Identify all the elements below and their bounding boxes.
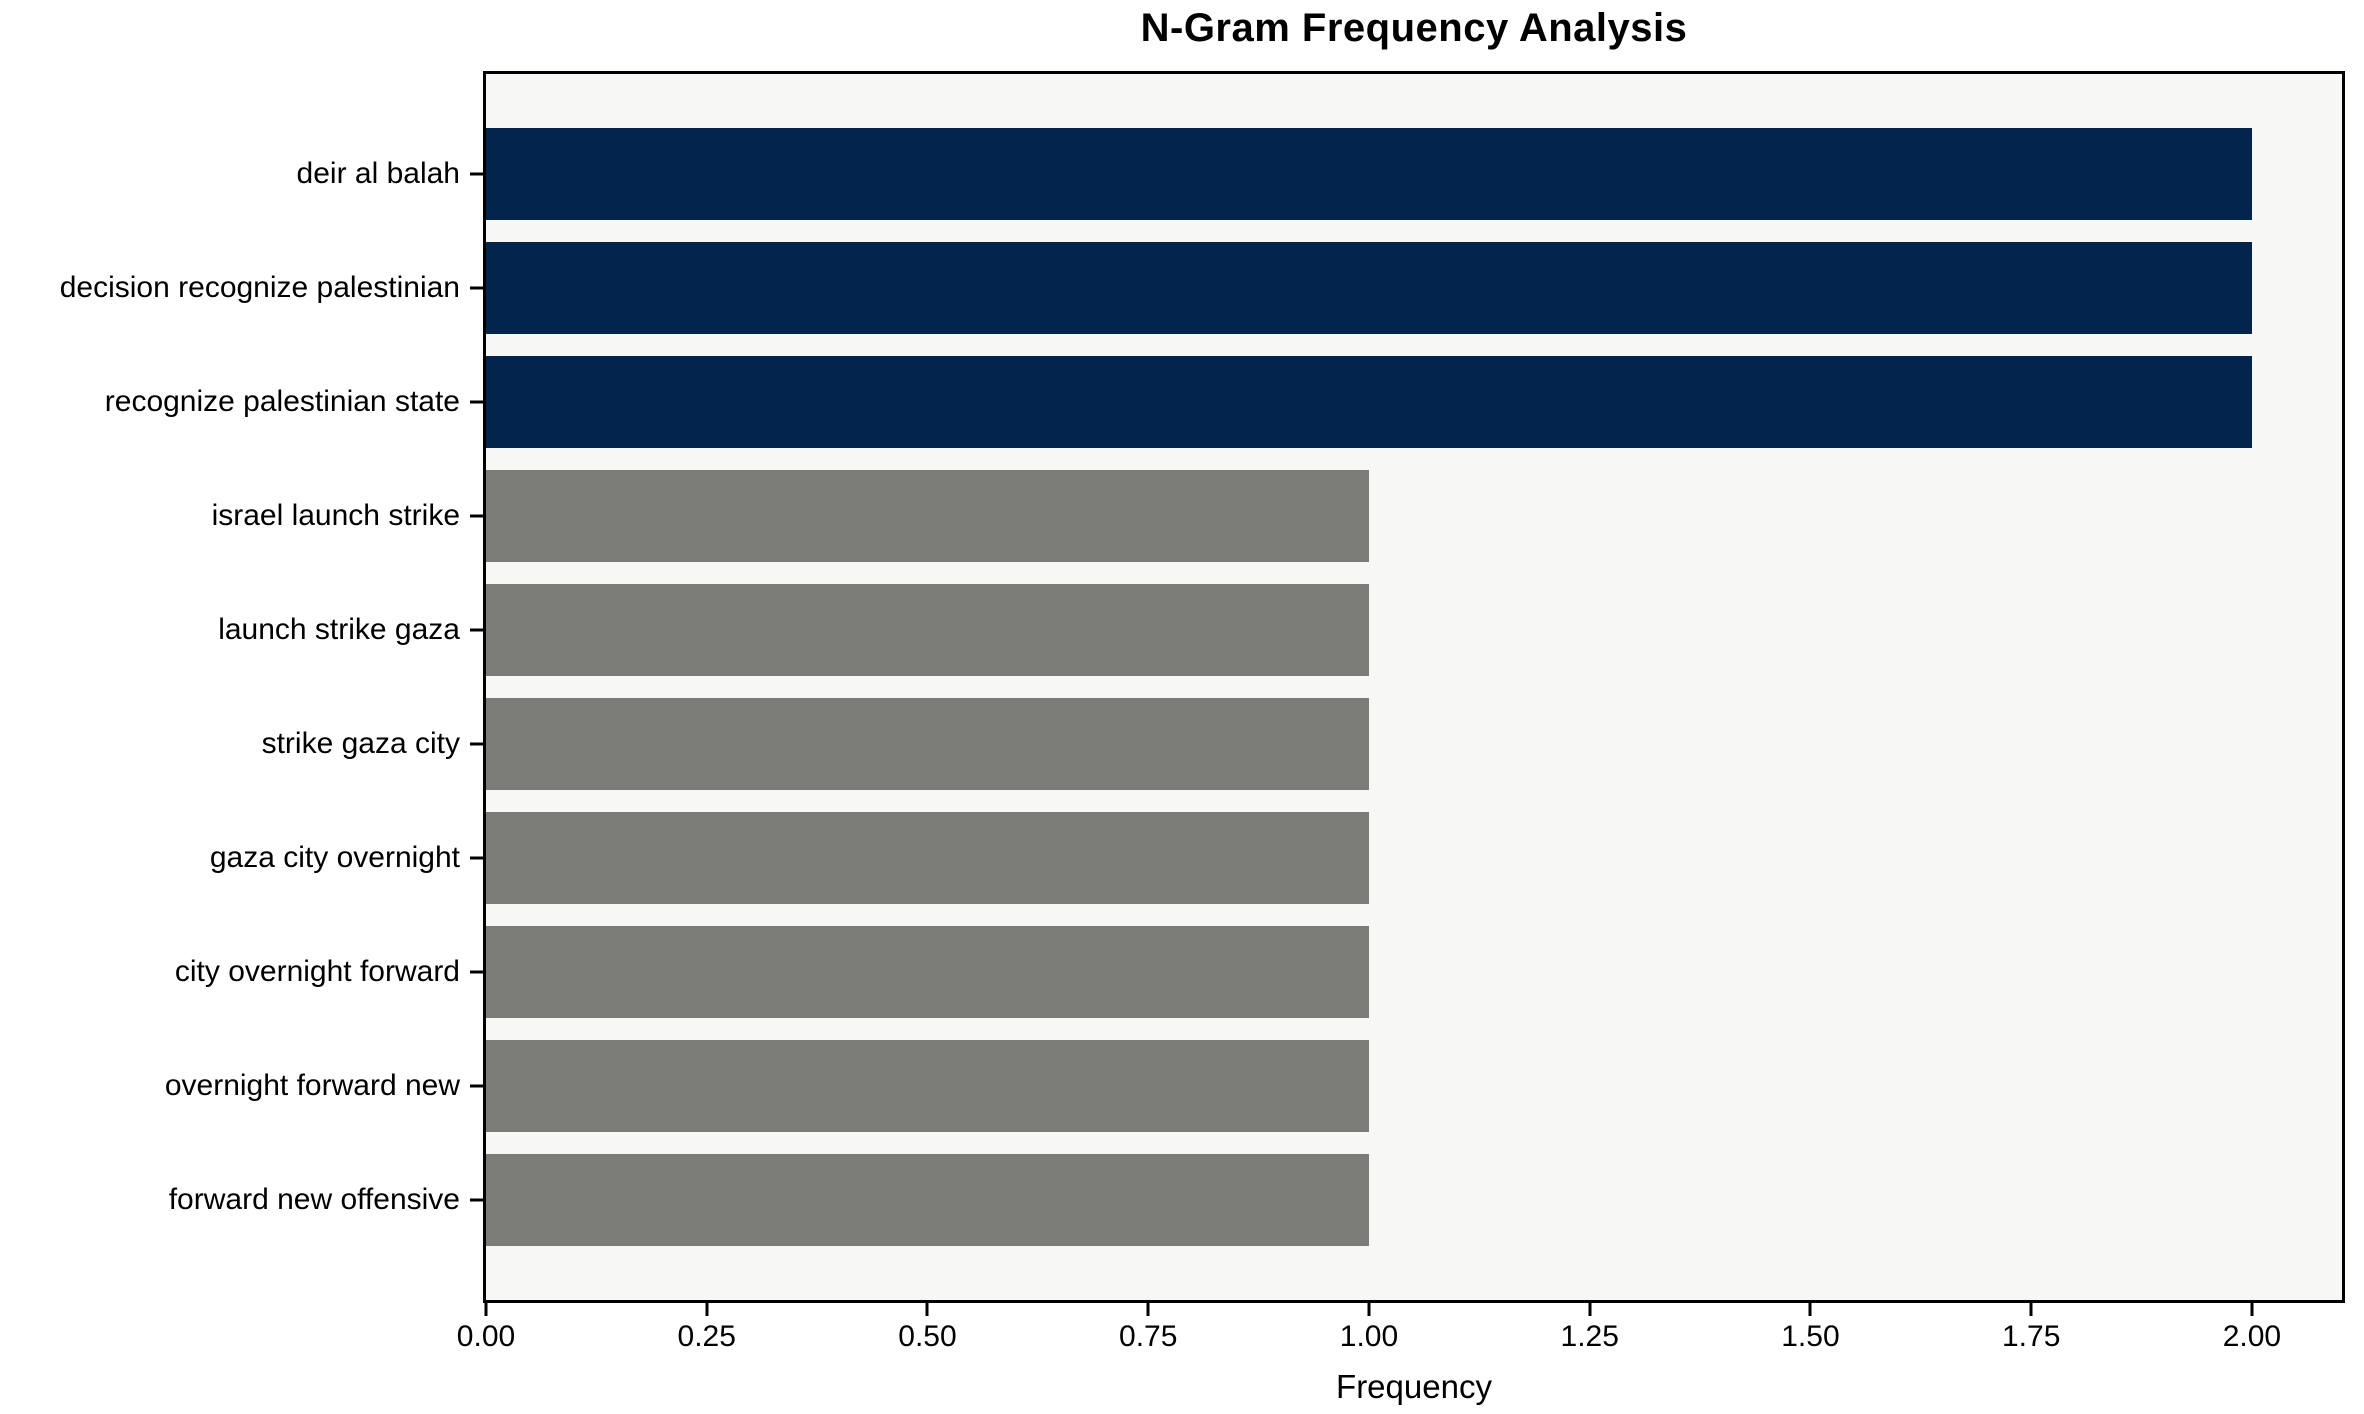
x-tick-label: 1.50	[1781, 1320, 1840, 1353]
x-tick-mark	[1146, 1303, 1150, 1316]
x-axis-label: Frequency	[1336, 1368, 1492, 1405]
y-tick-mark	[470, 400, 483, 404]
x-tick-mark	[484, 1303, 488, 1316]
x-tick-label: 0.50	[898, 1320, 957, 1353]
y-tick-mark	[470, 1084, 483, 1088]
chart-title: N-Gram Frequency Analysis	[1140, 6, 1688, 50]
category-band: overnight forward new	[165, 1029, 2342, 1143]
x-tick-label: 1.00	[1339, 1320, 1399, 1353]
category-band: city overnight forward	[175, 915, 2342, 1029]
bar	[486, 698, 1369, 790]
y-tick-label: strike gaza city	[261, 727, 460, 760]
category-band: decision recognize palestinian	[60, 231, 2342, 345]
x-tick-label: 0.25	[677, 1320, 736, 1353]
y-tick-mark	[470, 856, 483, 860]
y-tick-label: launch strike gaza	[218, 613, 460, 646]
bar	[486, 356, 2252, 448]
x-tick-mark	[925, 1303, 929, 1316]
y-tick-label: gaza city overnight	[209, 841, 460, 874]
category-band: deir al balah	[297, 117, 2342, 231]
y-tick-label: overnight forward new	[164, 1069, 460, 1102]
category-band: gaza city overnight	[210, 801, 2342, 915]
y-tick-mark	[470, 742, 483, 746]
y-tick-mark	[470, 286, 483, 290]
bar	[486, 812, 1369, 904]
y-tick-mark	[470, 514, 483, 518]
bar	[486, 926, 1369, 1018]
bar	[486, 1154, 1369, 1246]
bar	[486, 128, 2252, 220]
y-tick-label: city overnight forward	[174, 955, 460, 988]
x-tick-mark	[1588, 1303, 1592, 1316]
category-band: israel launch strike	[212, 459, 2342, 573]
y-tick-label: decision recognize palestinian	[59, 271, 460, 304]
x-tick-label: 1.25	[1560, 1320, 1619, 1353]
plot-area: deir al balah decision recognize palestin…	[60, 71, 2345, 1353]
y-tick-mark	[470, 628, 483, 632]
category-band: forward new offensive	[169, 1143, 2342, 1257]
x-tick-label: 0.00	[456, 1320, 516, 1353]
bar	[486, 242, 2252, 334]
y-tick-label: recognize palestinian state	[104, 385, 460, 418]
bar	[486, 1040, 1369, 1132]
y-tick-label: forward new offensive	[168, 1183, 460, 1216]
bar	[486, 584, 1369, 676]
bar	[486, 470, 1369, 562]
y-tick-label: israel launch strike	[211, 499, 460, 532]
x-tick-mark	[705, 1303, 709, 1316]
y-tick-mark	[470, 172, 483, 176]
x-tick-label: 1.75	[2001, 1320, 2061, 1353]
x-tick-mark	[1367, 1303, 1371, 1316]
x-tick-mark	[1808, 1303, 1812, 1316]
x-tick-mark	[2029, 1303, 2033, 1316]
category-band: recognize palestinian state	[105, 345, 2342, 459]
category-band: strike gaza city	[262, 687, 2342, 801]
y-tick-mark	[470, 1198, 483, 1202]
y-tick-mark	[470, 970, 483, 974]
bars-container: deir al balah decision recognize palestin…	[60, 74, 2342, 1300]
x-tick-label: 0.75	[1119, 1320, 1178, 1353]
x-tick-label: 2.00	[2222, 1320, 2282, 1353]
y-tick-label: deir al balah	[296, 157, 460, 190]
x-tick-mark	[2250, 1303, 2254, 1316]
category-band: launch strike gaza	[218, 573, 2342, 687]
